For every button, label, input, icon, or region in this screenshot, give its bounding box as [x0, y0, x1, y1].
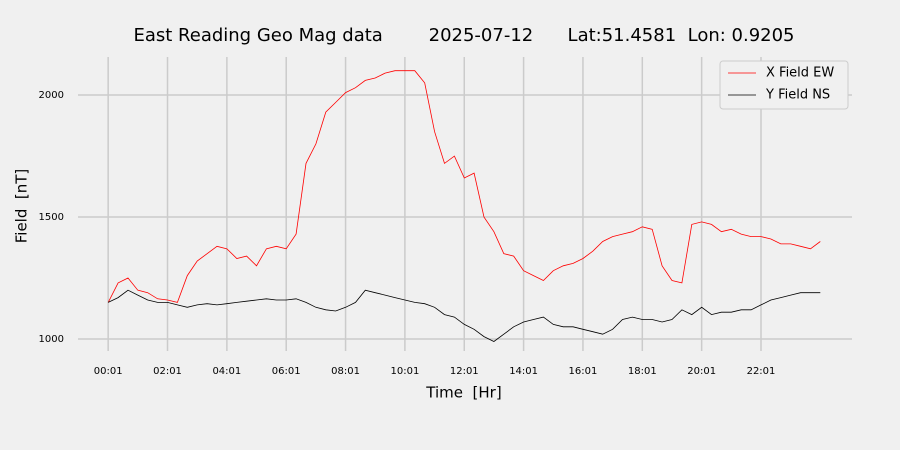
x-tick-label: 08:01: [331, 366, 360, 377]
x-tick-label: 20:01: [687, 366, 716, 377]
legend: X Field EW Y Field NS: [719, 60, 849, 110]
data-line: [107, 70, 821, 303]
x-axis-label: Time [Hr]: [425, 384, 501, 402]
x-tick-label: 02:01: [153, 366, 182, 377]
legend-label: Y Field NS: [765, 88, 830, 103]
x-tick-label: 00:01: [94, 366, 123, 377]
x-tick-label: 14:01: [509, 366, 538, 377]
x-tick-label: 04:01: [212, 366, 241, 377]
chart-title: East Reading Geo Mag data 2025-07-12 Lat…: [133, 25, 794, 46]
y-axis-label: Field [nT]: [13, 169, 31, 244]
plot-area: [107, 70, 821, 342]
x-tick-label: 10:01: [390, 366, 419, 377]
y-tick-label: 1500: [39, 212, 64, 223]
y-tick-label: 2000: [39, 90, 64, 101]
x-tick-label: 18:01: [628, 366, 657, 377]
data-line: [108, 289, 821, 342]
y-tick-label: 1000: [39, 334, 64, 345]
x-tick-label: 12:01: [450, 366, 479, 377]
x-tick-label: 06:01: [272, 366, 301, 377]
legend-label: X Field EW: [766, 66, 834, 81]
x-tick-label: 16:01: [569, 366, 598, 377]
x-tick-label: 22:01: [747, 366, 776, 377]
